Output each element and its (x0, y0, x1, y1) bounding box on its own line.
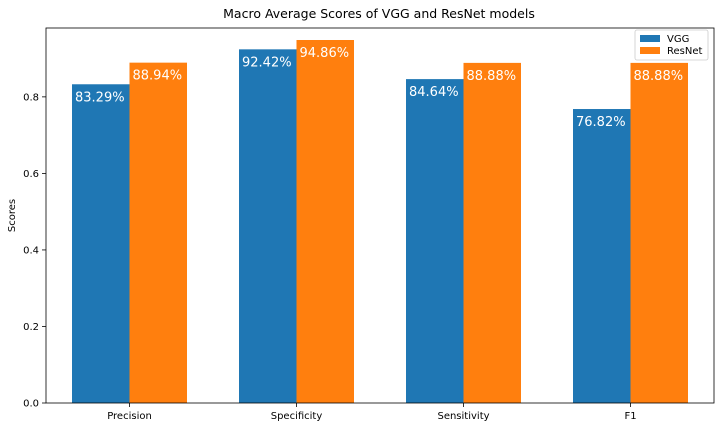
legend-label-vgg: VGG (667, 34, 689, 45)
chart-title: Macro Average Scores of VGG and ResNet m… (223, 6, 535, 21)
data-label-resnet-f1: 88.88% (634, 69, 684, 84)
x-tick-label: F1 (624, 411, 636, 422)
x-tick-label: Sensitivity (437, 411, 489, 422)
legend-swatch-vgg (640, 35, 660, 42)
y-tick-label: 0.8 (23, 92, 39, 103)
data-label-vgg-specificity: 92.42% (242, 55, 292, 70)
legend-label-resnet: ResNet (667, 46, 702, 57)
bar-vgg-f1 (573, 109, 631, 403)
bars-layer: 83.29% 88.94% 92.42% 94.86% 84.64% 88.88% 76.8… (72, 40, 688, 404)
axes-layer: Precision Specificity Sensitivity F1 0.0 0.2 0… (23, 27, 715, 422)
y-tick-label: 0.6 (23, 169, 39, 180)
y-axis-label: Scores (7, 199, 18, 232)
bar-vgg-sensitivity (406, 79, 464, 404)
data-label-resnet-precision: 88.94% (133, 69, 183, 84)
data-label-resnet-sensitivity: 88.88% (467, 69, 517, 84)
data-label-resnet-specificity: 94.86% (300, 46, 350, 61)
plot-frame (45, 27, 715, 404)
data-label-vgg-f1: 76.82% (576, 115, 626, 130)
bar-resnet-precision (129, 62, 187, 404)
bar-vgg-precision (72, 84, 130, 404)
bar-resnet-sensitivity (463, 62, 521, 403)
y-tick-label: 0.2 (23, 322, 39, 333)
bar-resnet-f1 (630, 62, 688, 403)
data-label-vgg-precision: 83.29% (75, 90, 125, 105)
x-tick-label: Specificity (271, 411, 323, 422)
bar-vgg-specificity (239, 49, 297, 404)
y-tick-label: 0.4 (23, 245, 39, 256)
x-tick-label: Precision (107, 411, 152, 422)
data-label-vgg-sensitivity: 84.64% (409, 85, 459, 100)
legend-swatch-resnet (640, 47, 660, 54)
bar-resnet-specificity (296, 40, 354, 403)
y-tick-label: 0.0 (23, 399, 39, 410)
